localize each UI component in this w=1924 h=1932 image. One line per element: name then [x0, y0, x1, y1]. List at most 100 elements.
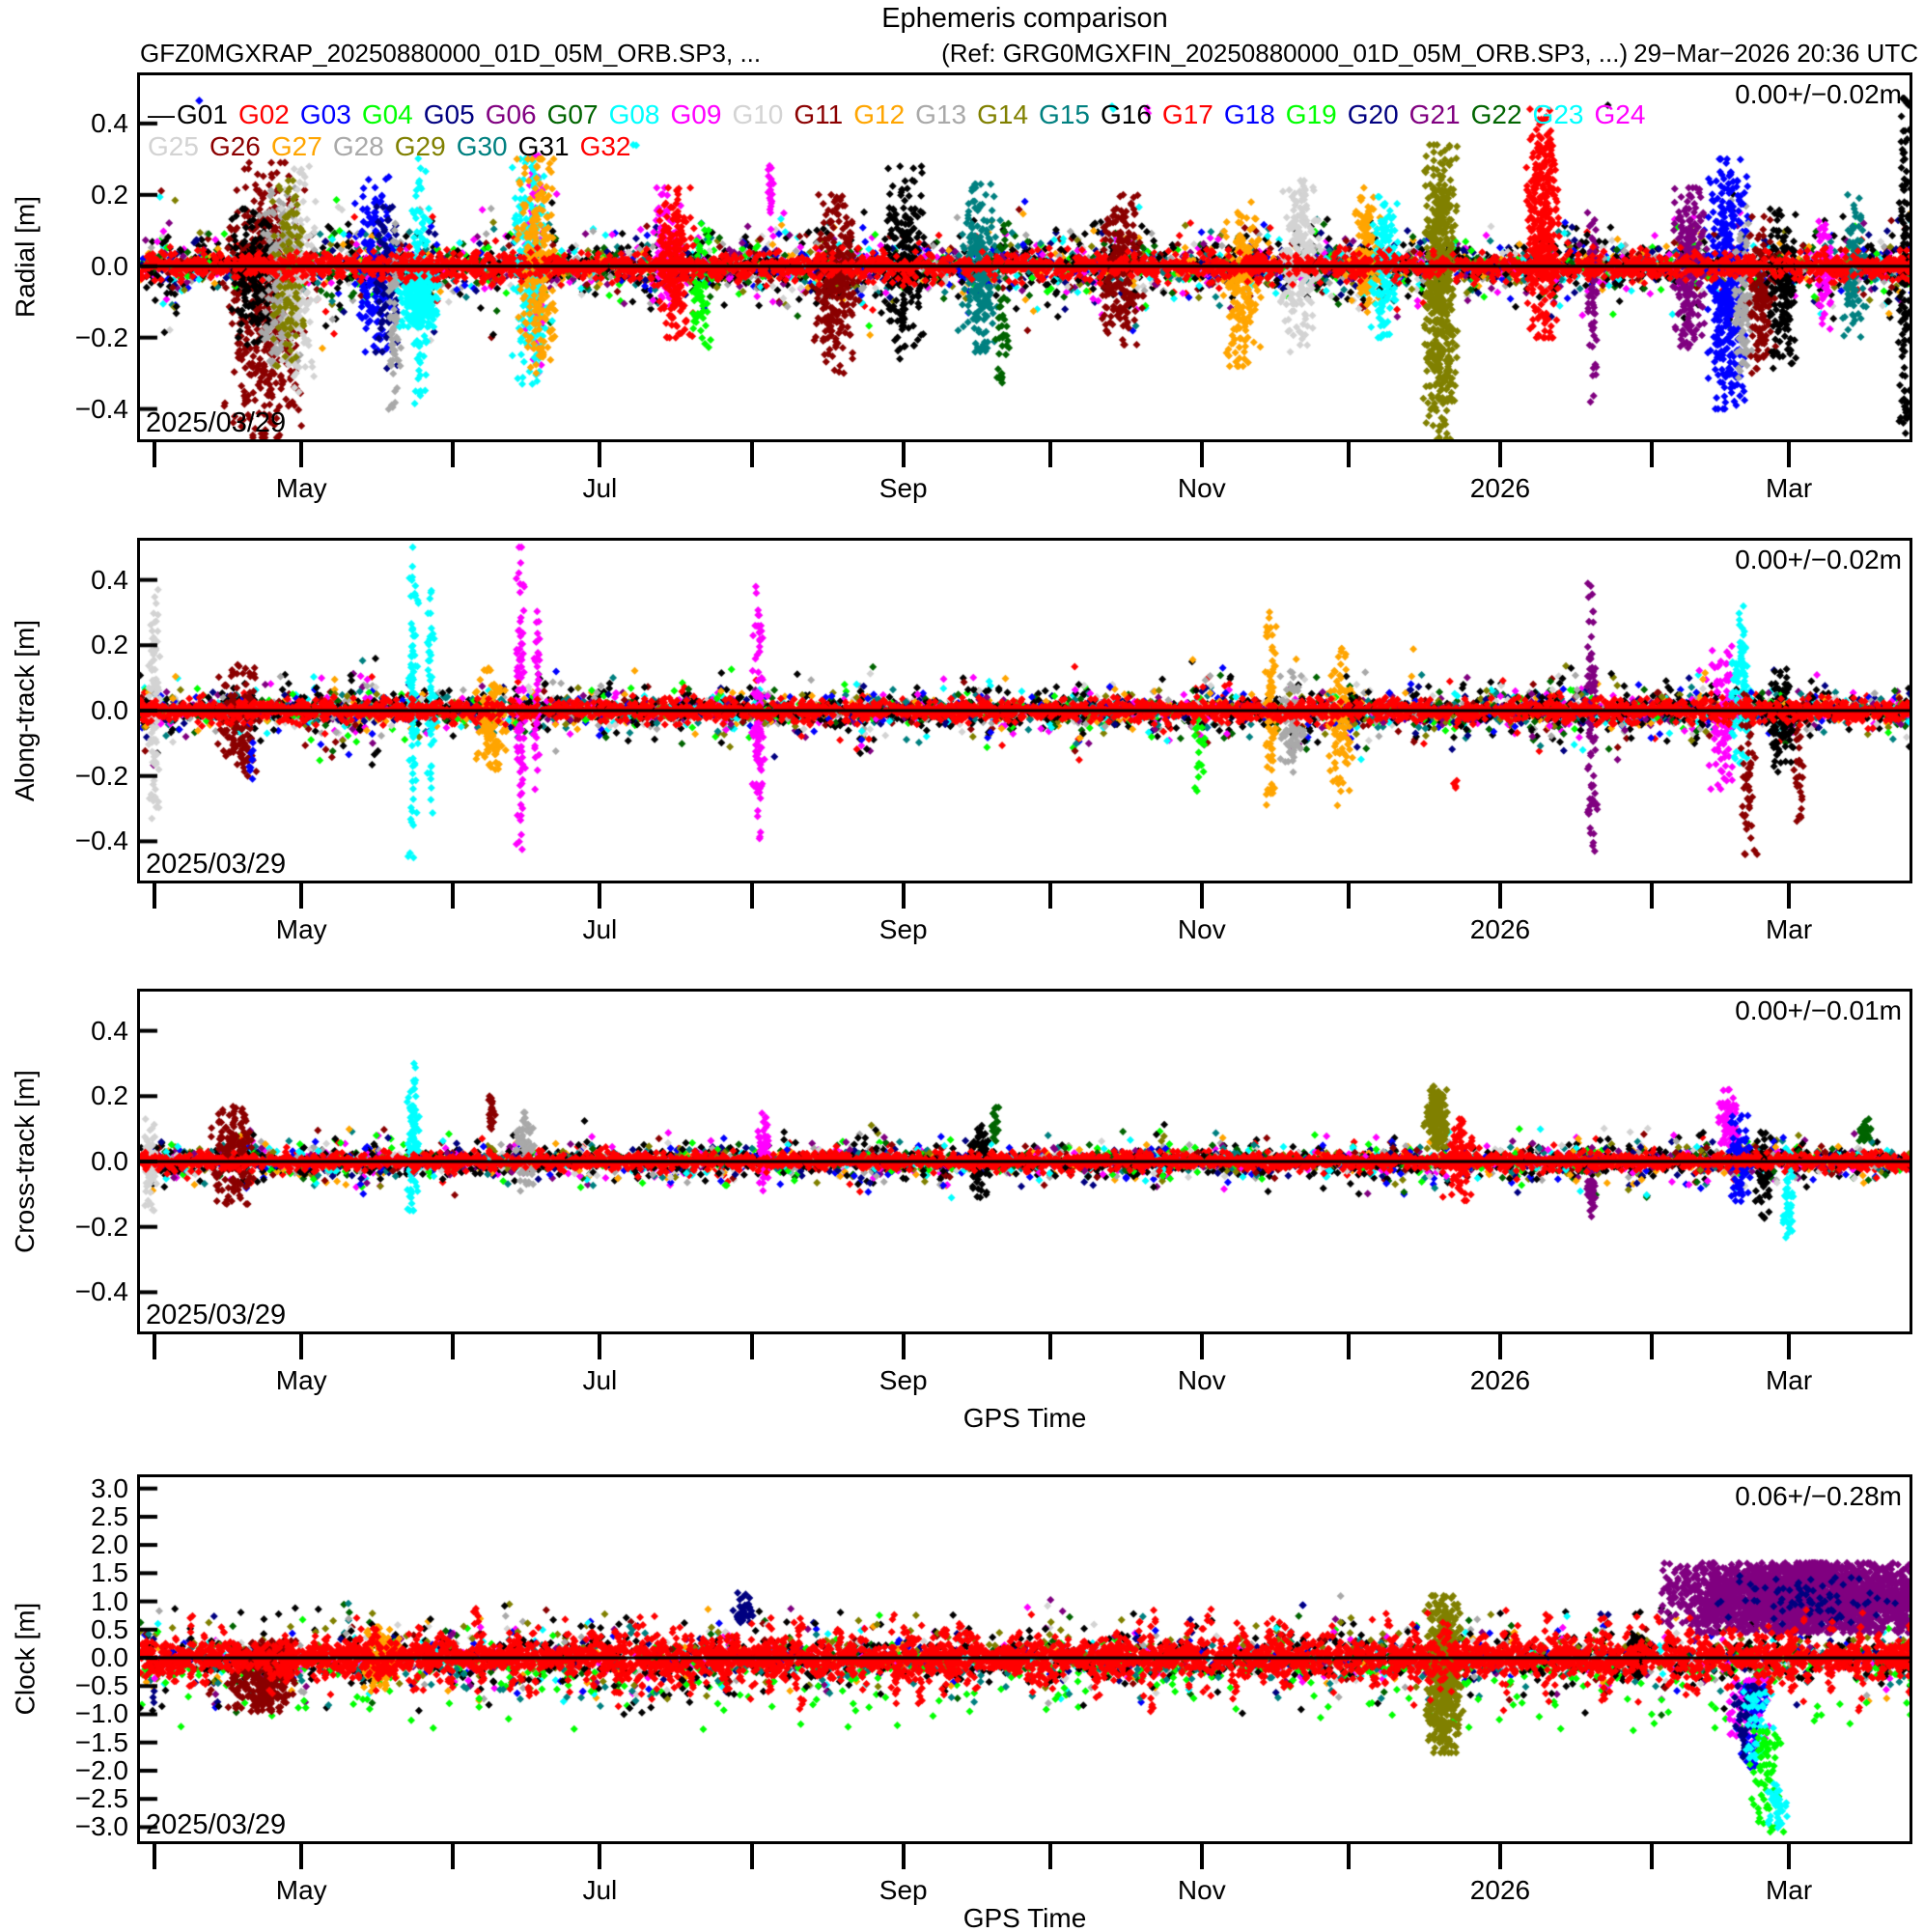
cross_track-x-tick-label: Mar	[1765, 1365, 1813, 1395]
along_track-x-tick-label: Mar	[1765, 914, 1813, 944]
legend-entry-g04: G04	[361, 99, 413, 129]
timestamp: 29−Mar−2026 20:36 UTC	[1633, 39, 1918, 68]
reference-file-label: (Ref: GRG0MGXFIN_20250880000_01D_05M_ORB…	[941, 39, 1629, 68]
clock-y-tick-label: 1.5	[91, 1557, 128, 1588]
legend-entry-g24: G24	[1594, 99, 1646, 129]
clock-x-tick-label: May	[275, 1875, 327, 1905]
clock-y-tick-label: −3.0	[74, 1811, 128, 1842]
clock-x-tick	[1047, 1844, 1052, 1869]
along_track-x-tick	[901, 883, 906, 909]
legend-entry-g14: G14	[977, 99, 1029, 129]
page-title: Ephemeris comparison	[881, 3, 1168, 34]
cross_track-x-tick	[451, 1334, 456, 1359]
cross_track-y-tick-label: −0.2	[74, 1211, 128, 1242]
cross_track-x-tick-label: May	[275, 1365, 327, 1395]
along_track-x-tick	[299, 883, 304, 909]
gps-time-axis-label: GPS Time	[962, 1403, 1087, 1433]
along_track-x-tick-label: May	[275, 914, 327, 944]
legend-entry-g29: G29	[394, 131, 446, 161]
clock-start-date-label: 2025/03/29	[146, 1809, 287, 1840]
radial-x-tick	[1787, 442, 1792, 467]
along-track-plot-area: 0.00+/−0.02m 2025/03/29	[137, 538, 1912, 883]
radial-y-tick-label: −0.2	[74, 322, 128, 352]
clock-plot-area: 0.06+/−0.28m 2025/03/29	[137, 1474, 1912, 1844]
radial-x-tick	[1047, 442, 1052, 467]
along_track-x-tick	[1199, 883, 1204, 909]
cross_track-x-tick-label: 2026	[1469, 1365, 1531, 1395]
clock-x-tick	[749, 1844, 754, 1869]
radial-x-tick-label: 2026	[1469, 473, 1531, 503]
radial-x-tick	[1199, 442, 1204, 467]
legend-entry-g11: G11	[794, 99, 844, 129]
cross_track-y-tick-label: −0.4	[74, 1276, 128, 1307]
cross-track-start-date-label: 2025/03/29	[146, 1300, 287, 1330]
along_track-x-tick	[1650, 883, 1655, 909]
clock-y-tick-label: 1.0	[91, 1585, 128, 1616]
cross-track-stat-badge: 0.00+/−0.01m	[1735, 995, 1902, 1025]
along_track-x-tick	[451, 883, 456, 909]
along_track-x-tick-label: Sep	[878, 914, 928, 944]
along-track-start-date-label: 2025/03/29	[146, 849, 287, 880]
radial-x-tick	[1650, 442, 1655, 467]
along_track-x-tick	[153, 883, 157, 909]
cross_track-x-tick	[1346, 1334, 1351, 1359]
legend-entry-g31: G31	[517, 131, 570, 161]
cross_track-x-tick	[299, 1334, 304, 1359]
legend-entry-g25: G25	[148, 131, 199, 161]
legend-entry-g27: G27	[270, 131, 322, 161]
cross-track-plot-area: 0.00+/−0.01m 2025/03/29	[137, 989, 1912, 1334]
clock-x-tick	[153, 1844, 157, 1869]
clock-x-tick	[901, 1844, 906, 1869]
legend-entry-g18: G18	[1223, 99, 1275, 129]
clock-y-tick-label: −2.5	[74, 1783, 128, 1814]
cross_track-x-tick	[1497, 1334, 1502, 1359]
clock-x-tick	[1497, 1844, 1502, 1869]
legend-entry-g28: G28	[332, 131, 384, 161]
along_track-y-tick-label: −0.2	[74, 760, 128, 791]
cross_track-x-tick	[1047, 1334, 1052, 1359]
along_track-y-tick-label: 0.0	[91, 695, 128, 725]
along_track-y-tick-label: 0.4	[91, 564, 128, 595]
radial-x-tick-label: Sep	[878, 473, 928, 503]
reference-info: (Ref: GRG0MGXFIN_20250880000_01D_05M_ORB…	[935, 39, 1918, 69]
clock-x-tick-label: Sep	[878, 1875, 928, 1905]
legend-entry-g03: G03	[299, 99, 351, 129]
legend-entry-g16: G16	[1100, 99, 1152, 129]
cross-track-plot-canvas	[140, 992, 1910, 1331]
along_track-x-tick	[598, 883, 602, 909]
along_track-x-tick	[1346, 883, 1351, 909]
legend-entry-g21: G21	[1408, 99, 1461, 129]
legend-entry-g15: G15	[1039, 99, 1090, 129]
radial-x-tick-label: Jul	[582, 473, 618, 503]
along-track-stat-badge: 0.00+/−0.02m	[1735, 545, 1902, 574]
clock-plot-canvas	[140, 1477, 1910, 1841]
radial-y-tick-label: −0.4	[74, 393, 128, 424]
legend-entry-g30: G30	[456, 131, 508, 161]
cross_track-y-tick-label: 0.4	[91, 1015, 128, 1046]
radial-x-tick-label: Nov	[1177, 473, 1226, 503]
along_track-x-tick	[1787, 883, 1792, 909]
clock-x-tick	[1199, 1844, 1204, 1869]
legend-entry-g08: G08	[608, 99, 660, 129]
legend-entry-g13: G13	[915, 99, 967, 129]
radial-x-tick-label: May	[275, 473, 327, 503]
clock-x-tick	[451, 1844, 456, 1869]
along_track-y-tick-label: −0.4	[74, 826, 128, 856]
clock-y-tick-label: 2.5	[91, 1500, 128, 1531]
cross_track-x-tick	[1199, 1334, 1204, 1359]
cross_track-x-tick	[153, 1334, 157, 1359]
cross_track-y-tick-label: 0.2	[91, 1080, 128, 1111]
cross_track-x-tick-label: Nov	[1177, 1365, 1226, 1395]
radial-x-tick	[1497, 442, 1502, 467]
radial-x-tick	[1346, 442, 1351, 467]
cross_track-x-tick-label: Jul	[582, 1365, 618, 1395]
clock-x-tick	[1650, 1844, 1655, 1869]
clock-y-tick-label: 0.5	[91, 1613, 128, 1644]
legend-entry-g02: G02	[237, 99, 290, 129]
along_track-x-tick	[749, 883, 754, 909]
radial-x-tick	[451, 442, 456, 467]
cross_track-x-tick-label: Sep	[878, 1365, 928, 1395]
legend-entry-g32: G32	[579, 131, 631, 161]
radial-y-tick-label: 0.4	[91, 107, 128, 138]
along_track-x-tick-label: Jul	[582, 914, 618, 944]
